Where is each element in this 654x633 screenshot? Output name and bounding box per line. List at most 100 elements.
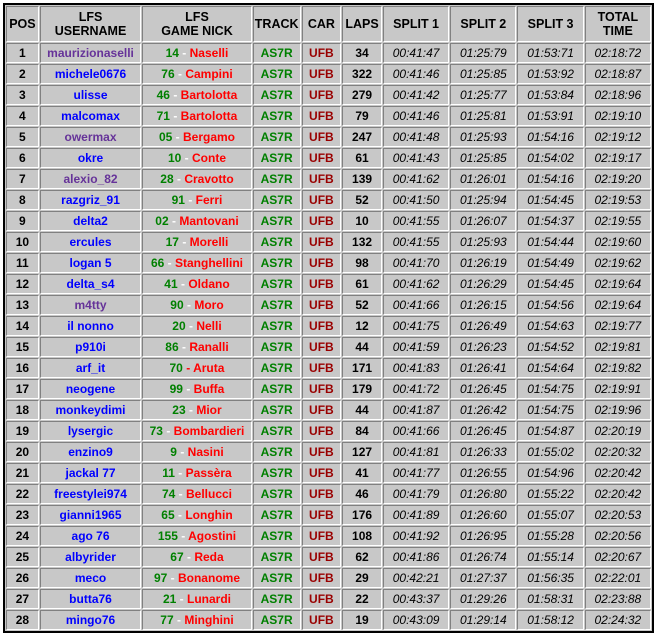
split1-time: 00:41:62 <box>392 172 440 186</box>
car-number: 21 <box>162 592 177 606</box>
split2-time: 01:26:55 <box>459 466 507 480</box>
split1-time: 00:41:87 <box>392 403 440 417</box>
laps-cell: 12 <box>342 316 382 336</box>
table-row: 4 malcomax 71 - Bartolotta AS7R UFB 79 00:41:4… <box>6 106 651 126</box>
laps-cell: 52 <box>342 295 382 315</box>
pos-cell: 28 <box>6 610 39 630</box>
car-cell: UFB <box>301 337 342 357</box>
split3-time: 01:54:45 <box>527 277 574 291</box>
total-time-cell: 02:19:77 <box>584 316 651 336</box>
track: AS7R <box>260 508 293 522</box>
track-cell: AS7R <box>252 43 301 63</box>
split1-cell: 00:41:62 <box>382 274 450 294</box>
track: AS7R <box>260 571 293 585</box>
split1-cell: 00:41:46 <box>382 106 450 126</box>
split2-time: 01:26:33 <box>459 445 507 459</box>
car-cell: UFB <box>301 526 342 546</box>
split3-cell: 01:55:28 <box>517 526 584 546</box>
laps-cell: 10 <box>342 211 382 231</box>
username-cell: maurizionaselli <box>39 43 142 63</box>
position: 26 <box>15 571 30 585</box>
car-cell: UFB <box>301 253 342 273</box>
split3-cell: 01:58:12 <box>517 610 584 630</box>
split3-cell: 01:56:35 <box>517 568 584 588</box>
track: AS7R <box>260 592 293 606</box>
track-cell: AS7R <box>252 484 301 504</box>
split2-cell: 01:25:94 <box>450 190 517 210</box>
header-split1: SPLIT 1 <box>382 6 450 42</box>
car-cell: UFB <box>301 211 342 231</box>
laps-cell: 19 <box>342 610 382 630</box>
driver-name: Bellucci <box>185 487 233 501</box>
split2-time: 01:26:45 <box>459 382 507 396</box>
split3-time: 01:54:52 <box>527 340 574 354</box>
username: m4tty <box>74 298 107 312</box>
game-nick-cell: 23 - Mior <box>142 400 252 420</box>
total-time-cell: 02:20:19 <box>584 421 651 441</box>
table-row: 20 enzino9 9 - Nasini AS7R UFB 127 00:41:81 01:… <box>6 442 651 462</box>
header-split2-label: SPLIT 2 <box>460 17 507 31</box>
header-pos-label: POS <box>9 17 36 31</box>
game-nick-cell: 20 - Nelli <box>142 316 252 336</box>
split3-time: 01:54:64 <box>527 361 574 375</box>
split3-time: 01:55:14 <box>527 550 574 564</box>
car-number: 155 <box>157 529 178 543</box>
car-cell: UFB <box>301 232 342 252</box>
car-number: 14 <box>165 46 179 60</box>
total-time-cell: 02:19:17 <box>584 148 651 168</box>
pos-cell: 26 <box>6 568 39 588</box>
username: gianni1965 <box>59 508 122 522</box>
pos-cell: 4 <box>6 106 39 126</box>
table-row: 5 owermax 05 - Bergamo AS7R UFB 247 00:41:48 01… <box>6 127 651 147</box>
pos-cell: 22 <box>6 484 39 504</box>
pos-cell: 16 <box>6 358 39 378</box>
split2-time: 01:25:93 <box>459 130 507 144</box>
table-row: 8 razgriz_91 91 - Ferri AS7R UFB 52 00:41:50 01… <box>6 190 651 210</box>
laps-cell: 132 <box>342 232 382 252</box>
pos-cell: 18 <box>6 400 39 420</box>
total-time-cell: 02:19:55 <box>584 211 651 231</box>
game-nick-cell: 73 - Bombardieri <box>142 421 252 441</box>
track: AS7R <box>260 109 293 123</box>
track-cell: AS7R <box>252 211 301 231</box>
laps-cell: 127 <box>342 442 382 462</box>
pos-cell: 9 <box>6 211 39 231</box>
split3-time: 01:54:37 <box>527 214 574 228</box>
total-time: 02:19:55 <box>594 214 642 228</box>
track-cell: AS7R <box>252 64 301 84</box>
laps: 44 <box>355 403 369 417</box>
track: AS7R <box>260 487 293 501</box>
split1-time: 00:41:70 <box>392 256 440 270</box>
car-number: 41 <box>164 277 178 291</box>
laps: 19 <box>355 613 369 627</box>
username: okre <box>77 151 104 165</box>
split3-cell: 01:54:52 <box>517 337 584 357</box>
split1-cell: 00:41:75 <box>382 316 450 336</box>
position: 5 <box>19 130 26 144</box>
laps: 247 <box>352 130 373 144</box>
username: alexio_82 <box>63 172 118 186</box>
laps: 10 <box>355 214 369 228</box>
header-split2: SPLIT 2 <box>450 6 517 42</box>
split3-cell: 01:54:16 <box>517 127 584 147</box>
split2-time: 01:26:80 <box>459 487 507 501</box>
total-time: 02:20:67 <box>594 550 642 564</box>
track: AS7R <box>260 550 293 564</box>
track: AS7R <box>260 445 293 459</box>
driver-name: Reda <box>194 550 224 564</box>
username: michele0676 <box>54 67 127 81</box>
split1-cell: 00:41:83 <box>382 358 450 378</box>
driver-name: Oldano <box>188 277 230 291</box>
username: delta2 <box>73 214 108 228</box>
car-cell: UFB <box>301 295 342 315</box>
car-number: 74 <box>161 487 176 501</box>
car-number: 28 <box>160 172 174 186</box>
total-time: 02:20:56 <box>594 529 642 543</box>
split1-time: 00:43:09 <box>392 613 440 627</box>
username-cell: delta2 <box>39 211 142 231</box>
game-nick-cell: 9 - Nasini <box>142 442 252 462</box>
username-cell: mingo76 <box>39 610 142 630</box>
car: UFB <box>309 529 334 543</box>
total-time: 02:19:60 <box>594 235 642 249</box>
car-number: 90 <box>170 298 184 312</box>
